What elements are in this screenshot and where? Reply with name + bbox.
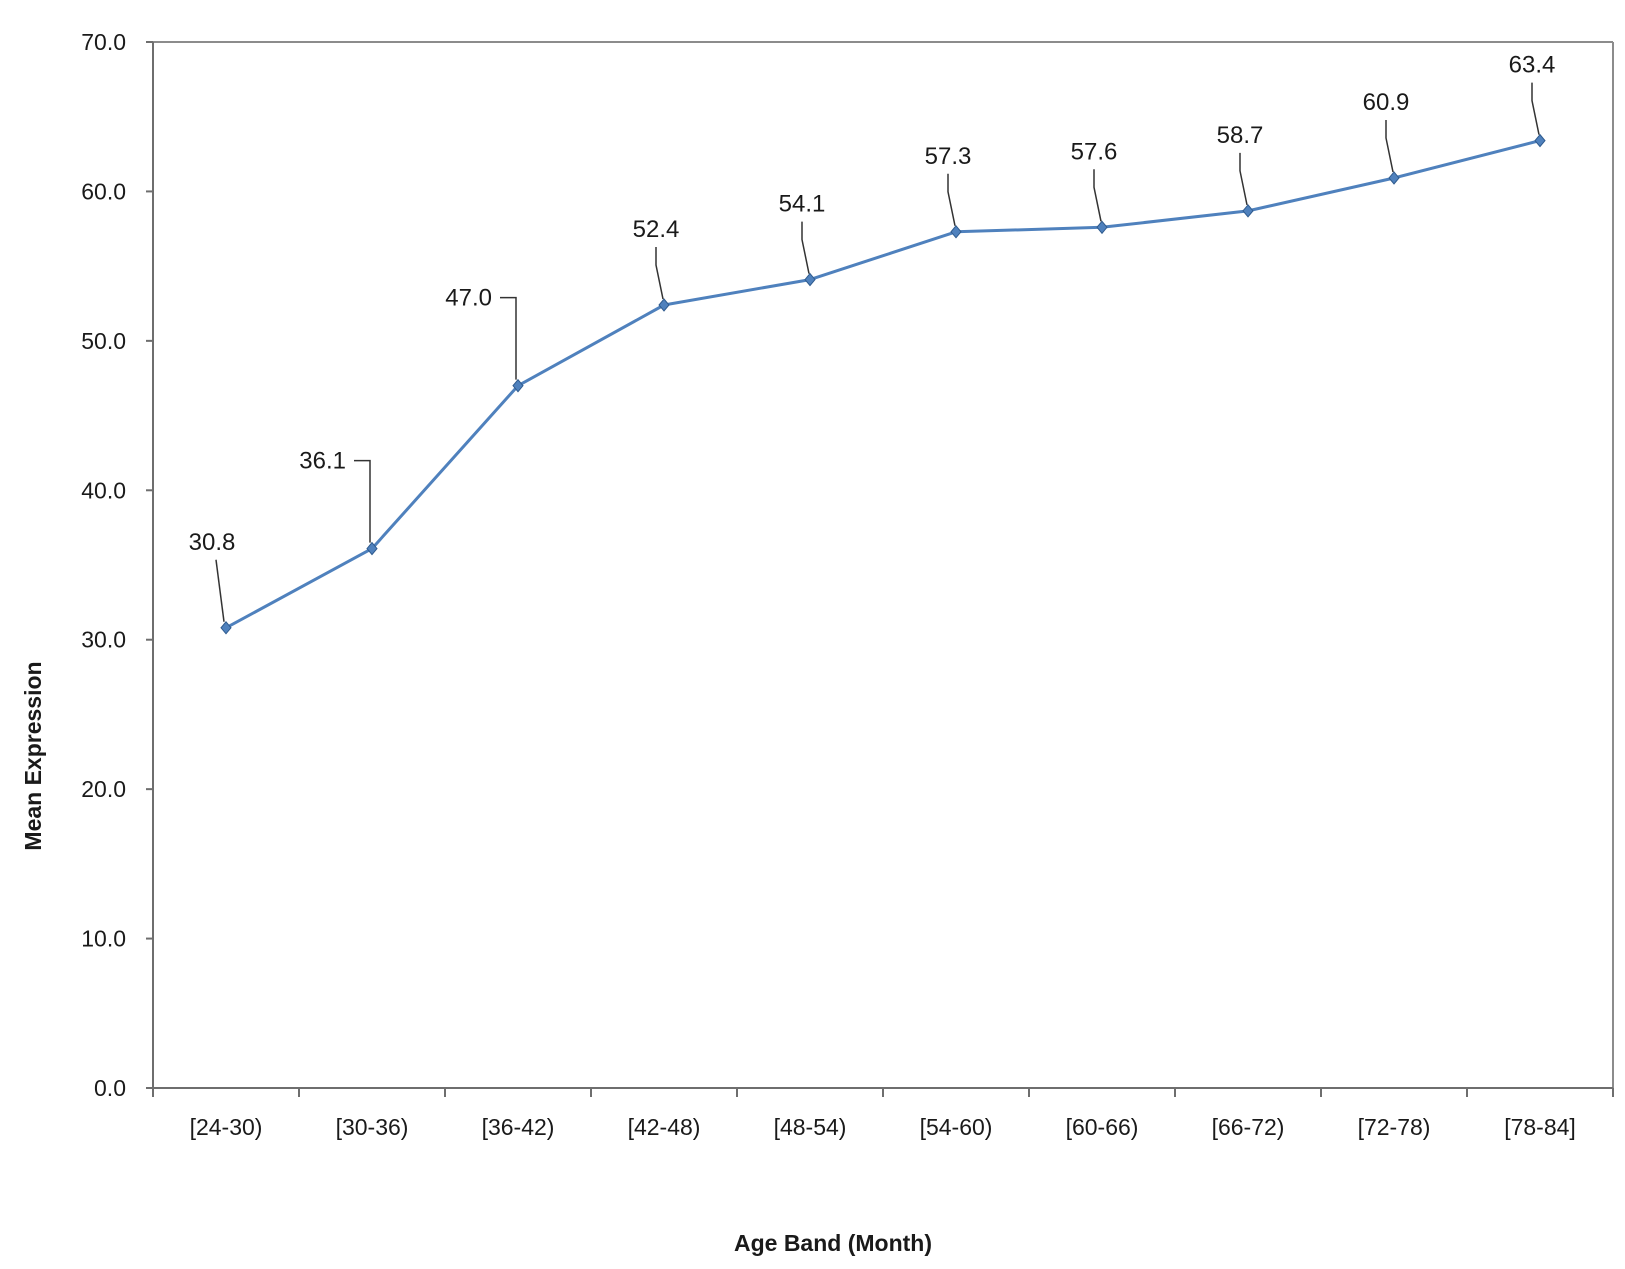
data-label-leader [1239,152,1248,206]
x-tick-label: [36-42) [482,1114,555,1140]
y-tick-label: 30.0 [81,627,126,653]
x-tick-label: [30-36) [336,1114,409,1140]
data-point [220,620,232,635]
x-tick-label: [66-72) [1212,1114,1285,1140]
data-label: 54.1 [779,191,826,218]
x-tick-label: [72-78) [1358,1114,1431,1140]
data-label: 60.9 [1363,89,1410,116]
axes: 0.0 10.0 20.0 30.0 40.0 50.0 60.0 70.0 [24-30) [3… [81,29,1614,1140]
data-point [950,224,962,239]
data-label: 36.1 [299,448,346,475]
y-tick-label: 10.0 [81,926,126,952]
y-tick-label: 40.0 [81,477,126,503]
series-line [225,139,1541,630]
series-layer [220,133,1546,635]
y-tick-label: 50.0 [81,328,126,354]
data-point [366,541,378,556]
data-label-leader [655,246,664,300]
data-point [1096,220,1108,235]
x-tick-label: [42-48) [628,1114,701,1140]
x-tick-label: [78-84] [1504,1114,1576,1140]
data-labels-layer: 30.8 36.1 47.0 52.4 54.1 57.3 57.6 58.7 60.9 63.4 [189,52,1556,622]
data-label: 30.8 [189,529,236,556]
data-label: 63.4 [1509,52,1556,79]
data-label-leader [947,173,956,226]
data-point [804,272,816,287]
data-label: 57.6 [1071,138,1118,165]
data-point [1242,204,1254,218]
data-label-leader [1093,169,1102,222]
data-point [1534,133,1546,148]
y-tick-label: 60.0 [81,178,126,204]
y-tick-label: 0.0 [94,1075,126,1101]
data-label: 58.7 [1217,122,1264,149]
x-tick-label: [48-54) [774,1114,847,1140]
data-label-leader [1531,82,1540,135]
x-tick-label: [60-66) [1066,1114,1139,1140]
data-label: 47.0 [445,285,492,312]
data-label-leader [1385,119,1394,173]
data-label: 52.4 [633,216,680,243]
data-label: 57.3 [925,143,972,170]
data-label-leader [500,296,517,380]
data-label-leader [215,559,225,622]
y-tick-label: 70.0 [81,29,126,55]
x-axis-title: Age Band (Month) [734,1230,932,1256]
x-tick-label: [54-60) [920,1114,993,1140]
data-point [658,298,670,312]
data-label-leader [354,459,371,543]
data-label-leader [801,221,810,274]
x-tick-label: [24-30) [190,1114,263,1140]
data-point [1388,171,1400,185]
data-point [512,378,524,393]
y-tick-label: 20.0 [81,776,126,802]
y-axis-title: Mean Expression [20,661,46,850]
